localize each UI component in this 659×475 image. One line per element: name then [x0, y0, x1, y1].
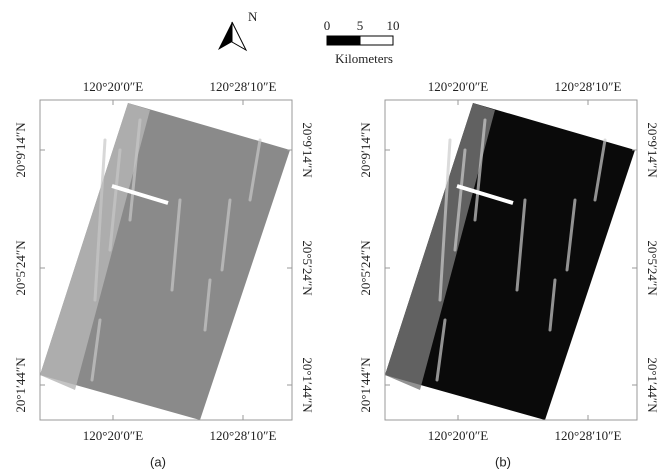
right-label: 20°9′14″N	[645, 122, 659, 178]
scale-tick: 10	[387, 18, 400, 33]
left-label: 20°1′44″N	[13, 357, 28, 413]
scale-unit: Kilometers	[335, 51, 393, 66]
right-label: 20°1′44″N	[645, 357, 659, 413]
figure: N 0 5 10 Kilometers 120°20′0″E 120°28′10″…	[0, 0, 659, 475]
map-panel: 120°20′0″E 120°28′10″E 120°20′0″E 120°28′10…	[13, 79, 315, 469]
right-label: 20°9′14″N	[300, 122, 315, 178]
map-panel: 120°20′0″E 120°28′10″E 120°20′0″E 120°28′10…	[358, 79, 659, 469]
left-label: 20°9′14″N	[13, 122, 28, 178]
left-label: 20°1′44″N	[358, 357, 373, 413]
scale-tick: 5	[357, 18, 364, 33]
top-label: 120°28′10″E	[555, 79, 622, 94]
right-label: 20°1′44″N	[300, 357, 315, 413]
top-label: 120°20′0″E	[83, 79, 143, 94]
north-label: N	[248, 9, 258, 24]
top-label: 120°20′0″E	[428, 79, 488, 94]
north-arrow: N	[218, 9, 258, 50]
left-label: 20°9′14″N	[358, 122, 373, 178]
right-label: 20°5′24″N	[645, 240, 659, 296]
scale-tick: 0	[324, 18, 331, 33]
bottom-label: 120°20′0″E	[428, 428, 488, 443]
panel-label: (a)	[150, 454, 166, 469]
panel-label: (b)	[495, 454, 511, 469]
left-label: 20°5′24″N	[358, 240, 373, 296]
bottom-label: 120°28′10″E	[210, 428, 277, 443]
bottom-label: 120°20′0″E	[83, 428, 143, 443]
right-label: 20°5′24″N	[300, 240, 315, 296]
top-label: 120°28′10″E	[210, 79, 277, 94]
left-label: 20°5′24″N	[13, 240, 28, 296]
bottom-label: 120°28′10″E	[555, 428, 622, 443]
scale-bar: 0 5 10 Kilometers	[324, 18, 400, 66]
